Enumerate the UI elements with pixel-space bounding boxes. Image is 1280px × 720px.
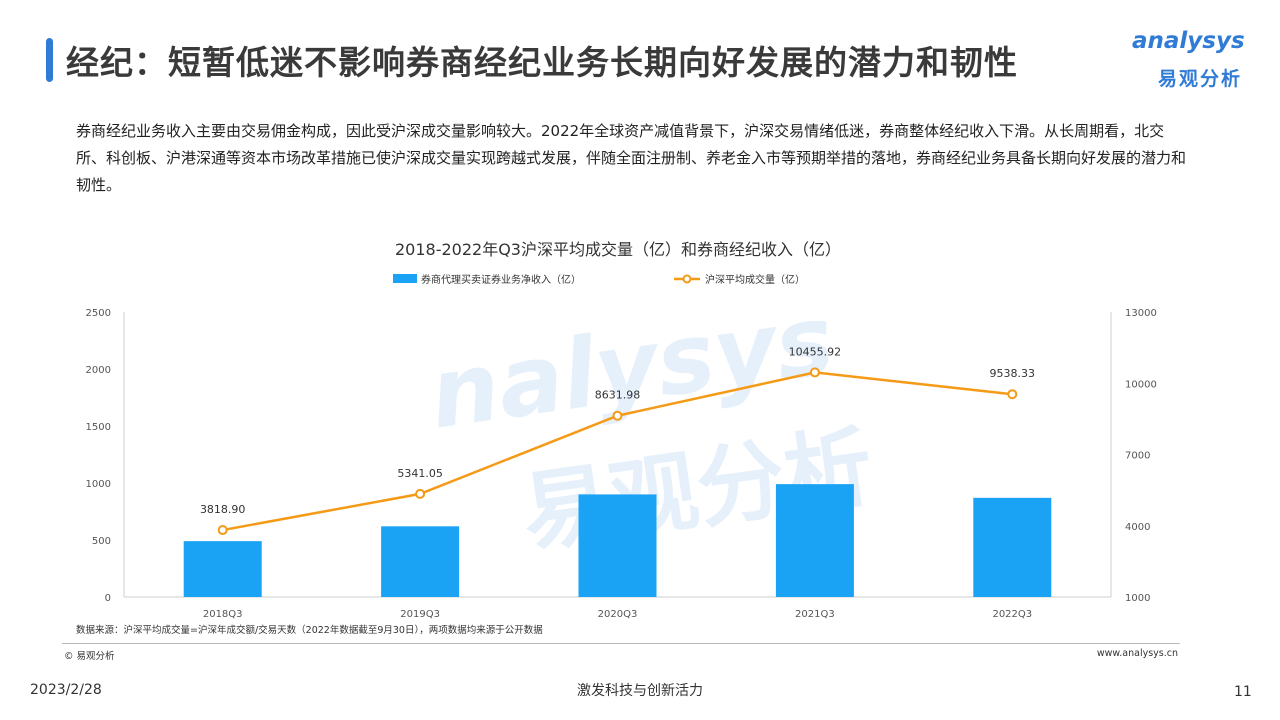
- logo-wordmark: analysys: [1132, 28, 1245, 54]
- right-tick-label: 7000: [1125, 451, 1150, 462]
- legend-bar-swatch: [393, 274, 417, 283]
- x-tick-label: 2022Q3: [992, 609, 1032, 620]
- page-number: 11: [1234, 684, 1252, 700]
- line-point: [1007, 389, 1018, 400]
- chart-title: 2018-2022年Q3沪深平均成交量（亿）和券商经纪收入（亿）: [395, 240, 841, 259]
- bar-series: [183, 484, 1052, 597]
- right-axis-ticks: 1000 4000 7000 10000 13000: [1125, 308, 1157, 604]
- line-data-label: 9538.33: [990, 367, 1036, 380]
- left-tick-label: 2500: [86, 308, 111, 319]
- intro-paragraph: 券商经纪业务收入主要由交易佣金构成，因此受沪深成交量影响较大。2022年全球资产…: [76, 122, 1187, 194]
- right-tick-label: 13000: [1125, 308, 1157, 319]
- title-accent-bar: [46, 38, 53, 82]
- copyright-text: © 易观分析: [64, 651, 115, 662]
- bar: [775, 484, 854, 597]
- website-link[interactable]: www.analysys.cn: [1096, 648, 1178, 659]
- line-series-points: [217, 367, 1018, 536]
- right-tick-label: 4000: [1125, 522, 1150, 533]
- x-tick-label: 2020Q3: [598, 609, 638, 620]
- line-data-label: 5341.05: [397, 467, 443, 480]
- footer-divider: [62, 643, 1180, 644]
- footer-date: 2023/2/28: [30, 682, 102, 698]
- brand-logo: analysys 易观分析: [1132, 28, 1262, 94]
- page-title: 经纪：短暂低迷不影响券商经纪业务长期向好发展的潜力和韧性: [66, 43, 1018, 82]
- bar: [381, 526, 460, 597]
- legend-line-label: 沪深平均成交量（亿）: [705, 273, 805, 286]
- line-data-label: 8631.98: [595, 389, 641, 402]
- left-tick-label: 1000: [86, 479, 111, 490]
- x-tick-label: 2018Q3: [203, 609, 243, 620]
- legend-line-marker: [682, 274, 692, 284]
- left-tick-label: 0: [105, 593, 111, 604]
- x-tick-label: 2019Q3: [400, 609, 440, 620]
- bar: [973, 497, 1052, 597]
- watermark-en: nalysys: [423, 283, 840, 450]
- line-data-label: 3818.90: [200, 503, 246, 516]
- legend-bar-label: 券商代理买卖证券业务净收入（亿）: [421, 273, 581, 286]
- line-point: [415, 488, 426, 499]
- line-data-label: 10455.92: [789, 345, 842, 358]
- left-tick-label: 1500: [86, 422, 111, 433]
- line-point: [809, 367, 820, 378]
- logo-chinese-name: 易观分析: [1158, 68, 1243, 90]
- right-tick-label: 10000: [1125, 379, 1157, 390]
- left-axis-ticks: 0 500 1000 1500 2000 2500: [86, 308, 111, 604]
- line-point: [217, 525, 228, 536]
- x-axis-labels: 2018Q3 2019Q3 2020Q3 2021Q3 2022Q3: [203, 609, 1032, 620]
- left-tick-label: 500: [92, 536, 111, 547]
- line-point: [612, 410, 623, 421]
- right-tick-label: 1000: [1125, 593, 1150, 604]
- bar: [183, 541, 262, 597]
- line-series-labels: 3818.90 5341.05 8631.98 10455.92 9538.33: [200, 345, 1035, 516]
- x-tick-label: 2021Q3: [795, 609, 835, 620]
- bar: [578, 494, 657, 597]
- left-tick-label: 2000: [86, 365, 111, 376]
- footer-slogan: 激发科技与创新活力: [577, 683, 703, 699]
- legend: 券商代理买卖证券业务净收入（亿） 沪深平均成交量（亿）: [393, 273, 805, 286]
- data-source-note: 数据来源：沪深平均成交量=沪深年成交额/交易天数（2022年数据截至9月30日）…: [76, 625, 543, 636]
